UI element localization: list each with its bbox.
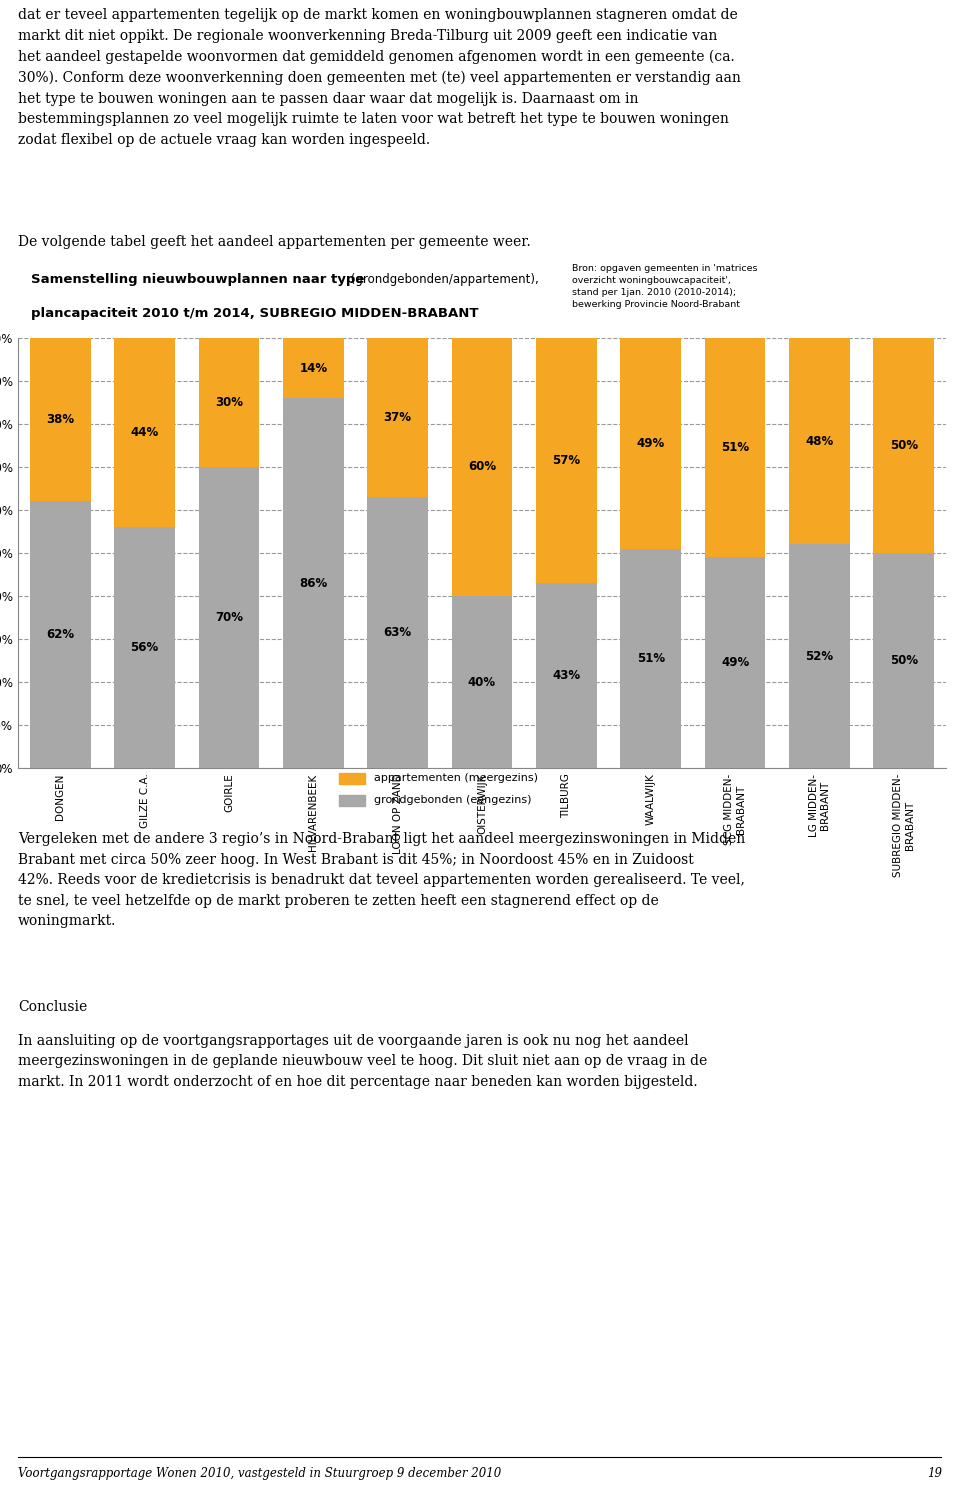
Text: Bron: opgaven gemeenten in 'matrices
overzicht woningbouwcapaciteit',
stand per : Bron: opgaven gemeenten in 'matrices ove…: [571, 264, 757, 308]
Bar: [705, 338, 765, 557]
Text: 52%: 52%: [805, 650, 833, 663]
Text: 57%: 57%: [552, 454, 581, 466]
Text: 50%: 50%: [890, 654, 918, 668]
Bar: [368, 498, 428, 767]
Text: Samenstelling nieuwbouwplannen naar type: Samenstelling nieuwbouwplannen naar type: [32, 273, 365, 286]
Text: appartementen (meergezins): appartementen (meergezins): [374, 773, 539, 784]
Text: 56%: 56%: [131, 641, 158, 654]
Text: 60%: 60%: [468, 460, 496, 474]
Bar: [789, 338, 850, 544]
Text: (grondgebonden/appartement),: (grondgebonden/appartement),: [347, 273, 539, 286]
Text: 86%: 86%: [300, 577, 327, 590]
Bar: [368, 338, 428, 498]
Text: 70%: 70%: [215, 611, 243, 624]
Text: 51%: 51%: [636, 651, 664, 665]
Text: 62%: 62%: [46, 629, 74, 641]
Bar: [451, 338, 513, 596]
Bar: [30, 502, 90, 767]
Text: Voortgangsrapportage Wonen 2010, vastgesteld in Stuurgroep 9 december 2010: Voortgangsrapportage Wonen 2010, vastges…: [18, 1468, 501, 1480]
Bar: [620, 548, 681, 767]
Text: Vergeleken met de andere 3 regio’s in Noord-Brabant ligt het aandeel meergezinsw: Vergeleken met de andere 3 regio’s in No…: [18, 831, 745, 928]
Text: 14%: 14%: [300, 362, 327, 374]
Text: 44%: 44%: [131, 426, 158, 440]
Bar: [339, 794, 366, 806]
Bar: [451, 596, 513, 767]
Bar: [339, 773, 366, 784]
Text: 63%: 63%: [384, 626, 412, 639]
Bar: [620, 338, 681, 548]
Text: 49%: 49%: [636, 437, 665, 450]
Text: dat er teveel appartementen tegelijk op de markt komen en woningbouwplannen stag: dat er teveel appartementen tegelijk op …: [18, 7, 741, 148]
Bar: [874, 553, 934, 767]
Bar: [789, 544, 850, 767]
Bar: [536, 338, 597, 583]
Text: 40%: 40%: [468, 675, 496, 688]
Bar: [199, 338, 259, 466]
Text: 50%: 50%: [890, 440, 918, 451]
Text: Conclusie: Conclusie: [18, 1000, 87, 1015]
Bar: [114, 338, 175, 527]
Bar: [114, 527, 175, 767]
Bar: [705, 557, 765, 767]
Bar: [283, 338, 344, 398]
Text: 30%: 30%: [215, 396, 243, 408]
Text: 37%: 37%: [384, 411, 412, 425]
Text: In aansluiting op de voortgangsrapportages uit de voorgaande jaren is ook nu nog: In aansluiting op de voortgangsrapportag…: [18, 1034, 708, 1089]
Text: De volgende tabel geeft het aandeel appartementen per gemeente weer.: De volgende tabel geeft het aandeel appa…: [18, 235, 531, 249]
Text: 49%: 49%: [721, 656, 749, 669]
Text: grondgebonden (eengezins): grondgebonden (eengezins): [374, 796, 532, 805]
Text: 43%: 43%: [552, 669, 581, 682]
Text: plancapaciteit 2010 t/m 2014, SUBREGIO MIDDEN-BRABANT: plancapaciteit 2010 t/m 2014, SUBREGIO M…: [32, 307, 479, 320]
Text: 38%: 38%: [46, 413, 74, 426]
Bar: [536, 583, 597, 767]
Bar: [199, 466, 259, 767]
Text: 51%: 51%: [721, 441, 749, 454]
Bar: [30, 338, 90, 502]
Text: 48%: 48%: [805, 435, 833, 447]
Text: 19: 19: [927, 1468, 942, 1480]
Bar: [874, 338, 934, 553]
Bar: [283, 398, 344, 767]
